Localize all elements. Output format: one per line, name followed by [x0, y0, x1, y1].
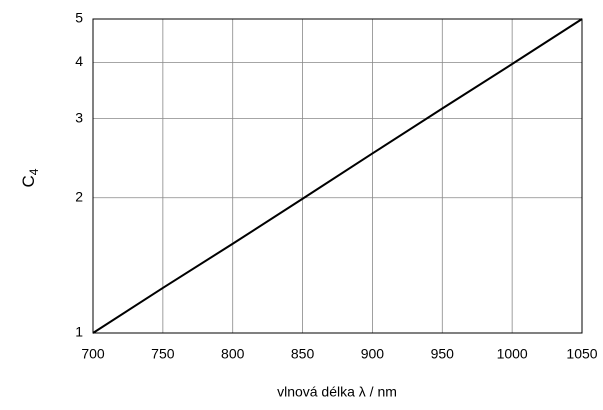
x-tick-label: 700 [81, 346, 105, 362]
x-tick-label: 1000 [497, 346, 528, 362]
x-axis-label: vlnová délka λ / nm [277, 384, 397, 400]
x-tick-label: 800 [221, 346, 245, 362]
y-label-subscript: 4 [27, 168, 41, 175]
y-axis-label: C4 [19, 168, 41, 187]
x-tick-label: 850 [291, 346, 315, 362]
y-tick-label: 4 [75, 53, 83, 69]
y-tick-label: 5 [75, 10, 83, 26]
x-tick-label: 900 [361, 346, 385, 362]
plot-frame [92, 18, 583, 334]
y-tick-label: 1 [75, 324, 83, 340]
data-line [92, 18, 583, 334]
y-tick-label: 3 [75, 109, 83, 125]
x-tick-label: 950 [431, 346, 455, 362]
x-tick-label: 750 [151, 346, 175, 362]
x-tick-label: 1050 [566, 346, 597, 362]
y-tick-label: 2 [75, 188, 83, 204]
y-label-base: C [19, 175, 38, 187]
